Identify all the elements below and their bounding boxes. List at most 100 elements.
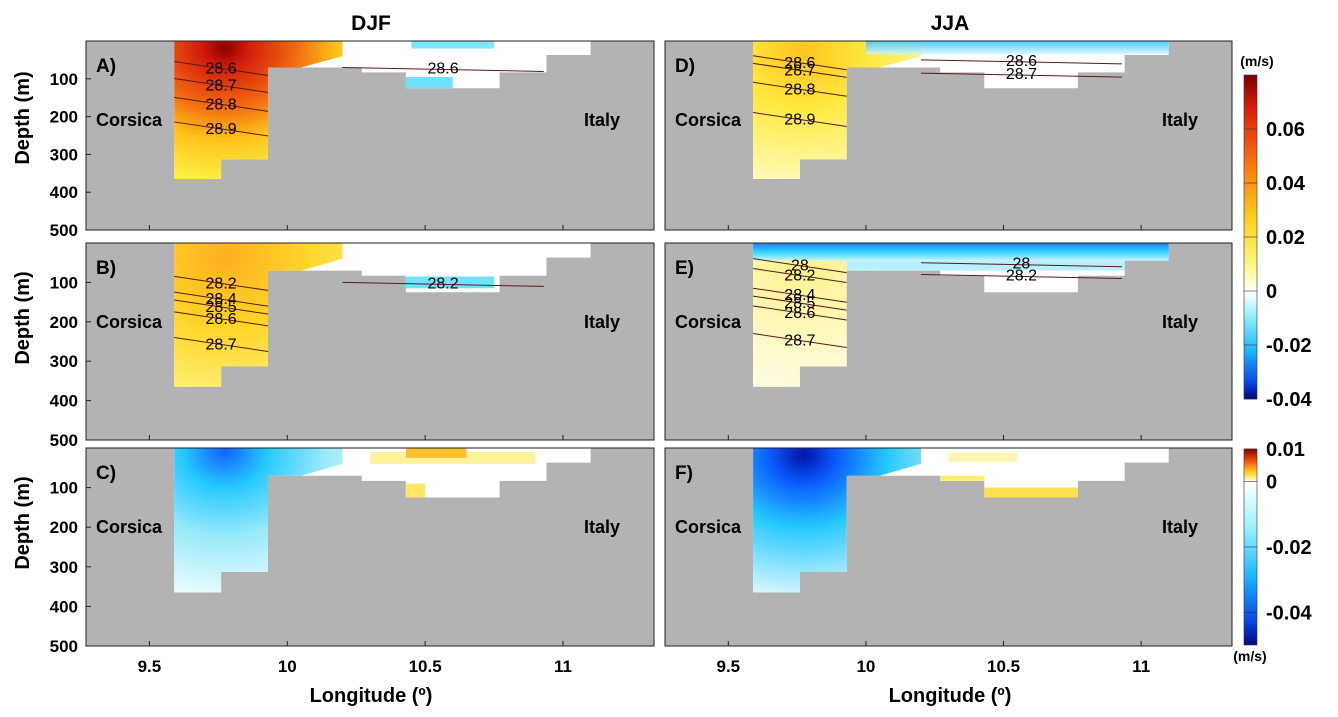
isopycnal-label: 28.5 — [206, 299, 237, 316]
colorbar-diff-ticks: 0.01 0 -0.02 -0.04 — [1244, 439, 1312, 624]
isopycnal-line — [174, 299, 269, 315]
colorbar-tick-label: -0.02 — [1266, 335, 1312, 357]
y-tick-label: 200 — [50, 108, 78, 127]
panel-label: C) — [96, 463, 116, 484]
y-tick-label: 500 — [50, 431, 78, 450]
isopycnal-line — [174, 96, 269, 112]
y-tick-label: 100 — [50, 273, 78, 292]
water-section — [753, 243, 1169, 387]
panel-a: 28.628.728.828.928.6A)Corsica Italy100200… — [50, 40, 655, 240]
isopycnal-line — [753, 305, 847, 321]
isopycnal-label: 28.4 — [206, 291, 237, 308]
y-tick-label: 500 — [50, 637, 78, 656]
y-tick-label: 200 — [50, 313, 78, 332]
isopycnal-line — [342, 281, 544, 287]
panel-frame — [85, 40, 655, 231]
isopycnal-label: 28 — [1013, 256, 1031, 273]
x-tick-label: 10 — [278, 657, 297, 676]
positive-patch — [948, 452, 1018, 462]
isopycnal-line — [174, 121, 269, 137]
panels-layer: 28.628.728.828.928.6A)Corsica Italy100200… — [50, 40, 1233, 676]
isopycnal-line — [174, 291, 269, 307]
positive-patch — [405, 448, 467, 458]
isopycnal-line — [174, 275, 269, 291]
isopycnal-label: 28.6 — [427, 60, 458, 77]
colorbar-tick-label: -0.04 — [1266, 389, 1312, 411]
isopycnal-label: 28.8 — [206, 96, 237, 113]
x-tick-label: 9.5 — [138, 657, 162, 676]
isopycnal-label: 28.6 — [206, 311, 237, 328]
isopycnal-label: 28.6 — [784, 305, 815, 322]
water-section — [753, 448, 1169, 593]
isopycnal-line — [753, 258, 847, 274]
y-tick-label: 300 — [50, 558, 78, 577]
panel-d: 28.628.728.828.928.628.7D)Corsica Italy — [664, 40, 1233, 231]
y-tick-label: 300 — [50, 352, 78, 371]
y-tick-label: 500 — [50, 221, 78, 240]
isopycnal-line — [920, 274, 1122, 280]
y-tick-label: 400 — [50, 392, 78, 411]
water-section — [174, 41, 591, 179]
positive-patch — [940, 475, 985, 481]
water-section — [174, 448, 591, 593]
panel-label: F) — [675, 463, 693, 484]
column-title-jja: JJA — [931, 12, 970, 35]
isopycnal-label: 28.7 — [206, 77, 237, 94]
column-title-djf: DJF — [351, 12, 391, 35]
isopycnal-line — [753, 111, 847, 127]
place-label-east: Italy — [584, 312, 620, 332]
isopycnal-line — [174, 311, 269, 327]
colorbar-diff-unit: (m/s) — [1233, 648, 1266, 664]
place-label-west: Corsica — [675, 312, 742, 332]
isopycnal-label: 28.2 — [784, 268, 815, 285]
y-axis-label: Depth (m) — [12, 71, 34, 164]
isopycnal-label: 28.7 — [784, 333, 815, 350]
x-tick-label: 9.5 — [716, 657, 740, 676]
panel-f: F) Corsica Italy 9.5 10 10.5 11 — [664, 447, 1233, 676]
isopycnal-label: 28.6 — [784, 55, 815, 72]
panel-frame — [85, 447, 655, 647]
place-label-east: Italy — [1162, 312, 1198, 332]
panel-frame — [85, 242, 655, 441]
negative-surface — [865, 41, 1169, 55]
colorbar-tick-label: 0.01 — [1266, 439, 1305, 461]
isopycnal-label: 28.7 — [206, 336, 237, 353]
panel-c: C) Corsica Italy 100 200 300 400 500 9.5 10 10.5 11 — [50, 447, 655, 676]
isopycnal-label: 28.7 — [784, 62, 815, 79]
x-tick-label: 10.5 — [409, 657, 442, 676]
isopycnal-line — [753, 62, 847, 78]
place-label-west: Corsica — [96, 312, 163, 332]
isopycnal-line — [753, 287, 847, 303]
negative-patch — [405, 76, 453, 89]
isopycnal-label: 28.4 — [784, 287, 815, 304]
place-label-west: Corsica — [675, 517, 742, 537]
x-tick-label: 11 — [554, 657, 572, 676]
isopycnal-line — [753, 81, 847, 97]
negative-surface — [753, 243, 1169, 261]
x-axis-label: Longitude (º) — [310, 685, 433, 707]
colorbar-main-ticks: 0.06 0.04 0.02 0 -0.02 -0.04 — [1244, 119, 1312, 411]
isopycnal-label: 28.6 — [1006, 53, 1037, 70]
isopycnal-label: 28.2 — [206, 275, 237, 292]
panel-label: D) — [675, 56, 695, 77]
place-label-east: Italy — [584, 110, 620, 130]
velocity-core — [753, 448, 921, 593]
panel-label: E) — [675, 258, 694, 279]
colorbar-tick-label: 0.06 — [1266, 119, 1305, 141]
isopycnal-label: 28.9 — [206, 121, 237, 138]
panel-label: B) — [96, 258, 116, 279]
place-label-east: Italy — [584, 517, 620, 537]
panel-frame — [664, 242, 1233, 441]
place-label-west: Corsica — [96, 517, 163, 537]
colorbar-tick-label: 0 — [1266, 472, 1277, 494]
isopycnal-label: 28.5 — [784, 295, 815, 312]
isopycnal-label: 28.7 — [1006, 66, 1037, 83]
isopycnal-line — [174, 77, 269, 93]
isopycnal-line — [342, 66, 544, 72]
isopycnal-label: 28.2 — [427, 275, 458, 292]
velocity-core — [174, 448, 343, 593]
positive-patch — [405, 483, 426, 498]
y-tick-label: 200 — [50, 518, 78, 537]
colorbar-main-unit: (m/s) — [1240, 53, 1273, 69]
